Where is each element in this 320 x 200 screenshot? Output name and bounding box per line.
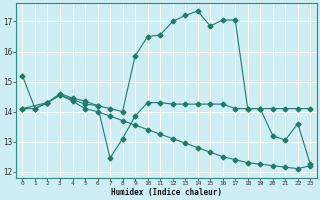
X-axis label: Humidex (Indice chaleur): Humidex (Indice chaleur) [111, 188, 222, 197]
